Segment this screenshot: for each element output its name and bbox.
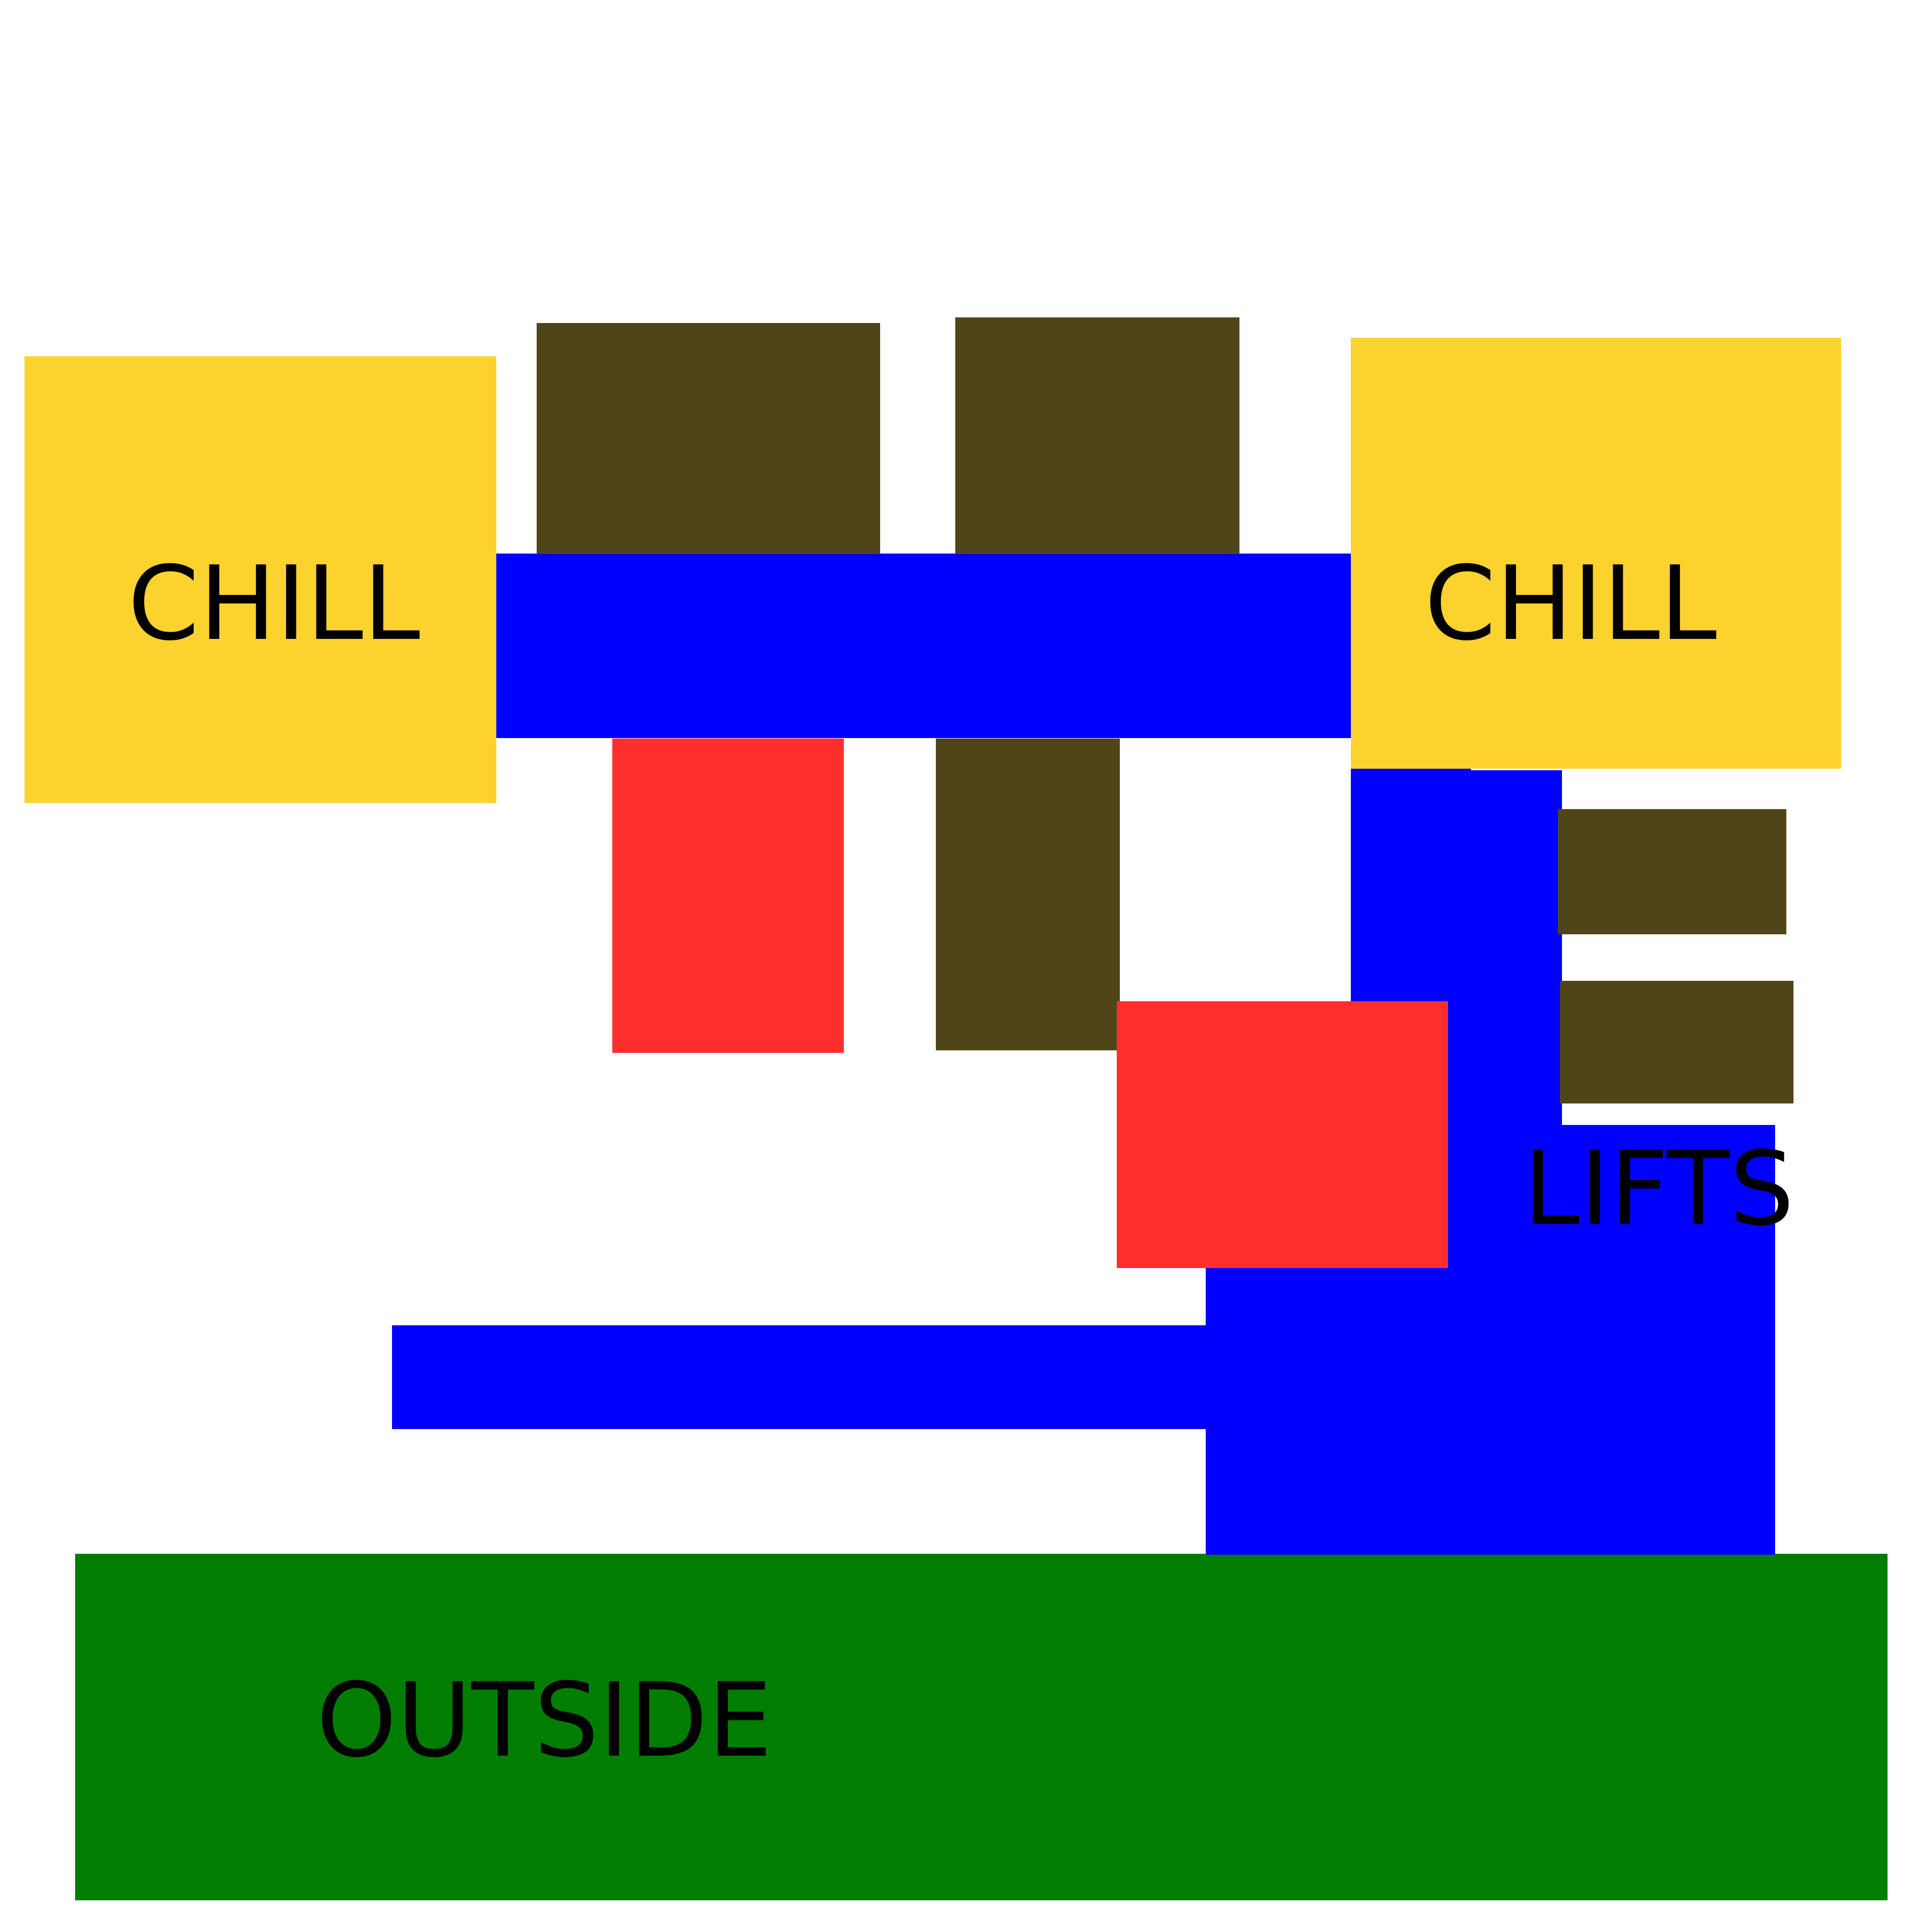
corridor-lifts-column	[1470, 770, 1562, 1324]
corridor-bottom	[392, 1325, 1208, 1429]
outside-label: OUTSIDE	[316, 1661, 772, 1780]
red-block-left	[612, 739, 844, 1053]
red-block-right	[1117, 1001, 1448, 1268]
corridor-top	[493, 554, 1352, 738]
chill-label-right: CHILL	[1424, 544, 1717, 663]
chill-zone-right	[1351, 338, 1841, 769]
brown-block-middle	[936, 739, 1120, 1050]
chill-label-left: CHILL	[128, 544, 420, 663]
lifts-label: LIFTS	[1523, 1130, 1794, 1249]
brown-block-top-left	[537, 323, 880, 554]
brown-block-top-right	[955, 317, 1239, 554]
chill-zone-left	[25, 356, 496, 803]
brown-block-lifts-lower	[1560, 981, 1793, 1103]
outside-zone	[75, 1554, 1888, 1900]
brown-block-lifts-upper	[1558, 809, 1786, 934]
corridor-bottom-block	[1206, 1268, 1775, 1555]
